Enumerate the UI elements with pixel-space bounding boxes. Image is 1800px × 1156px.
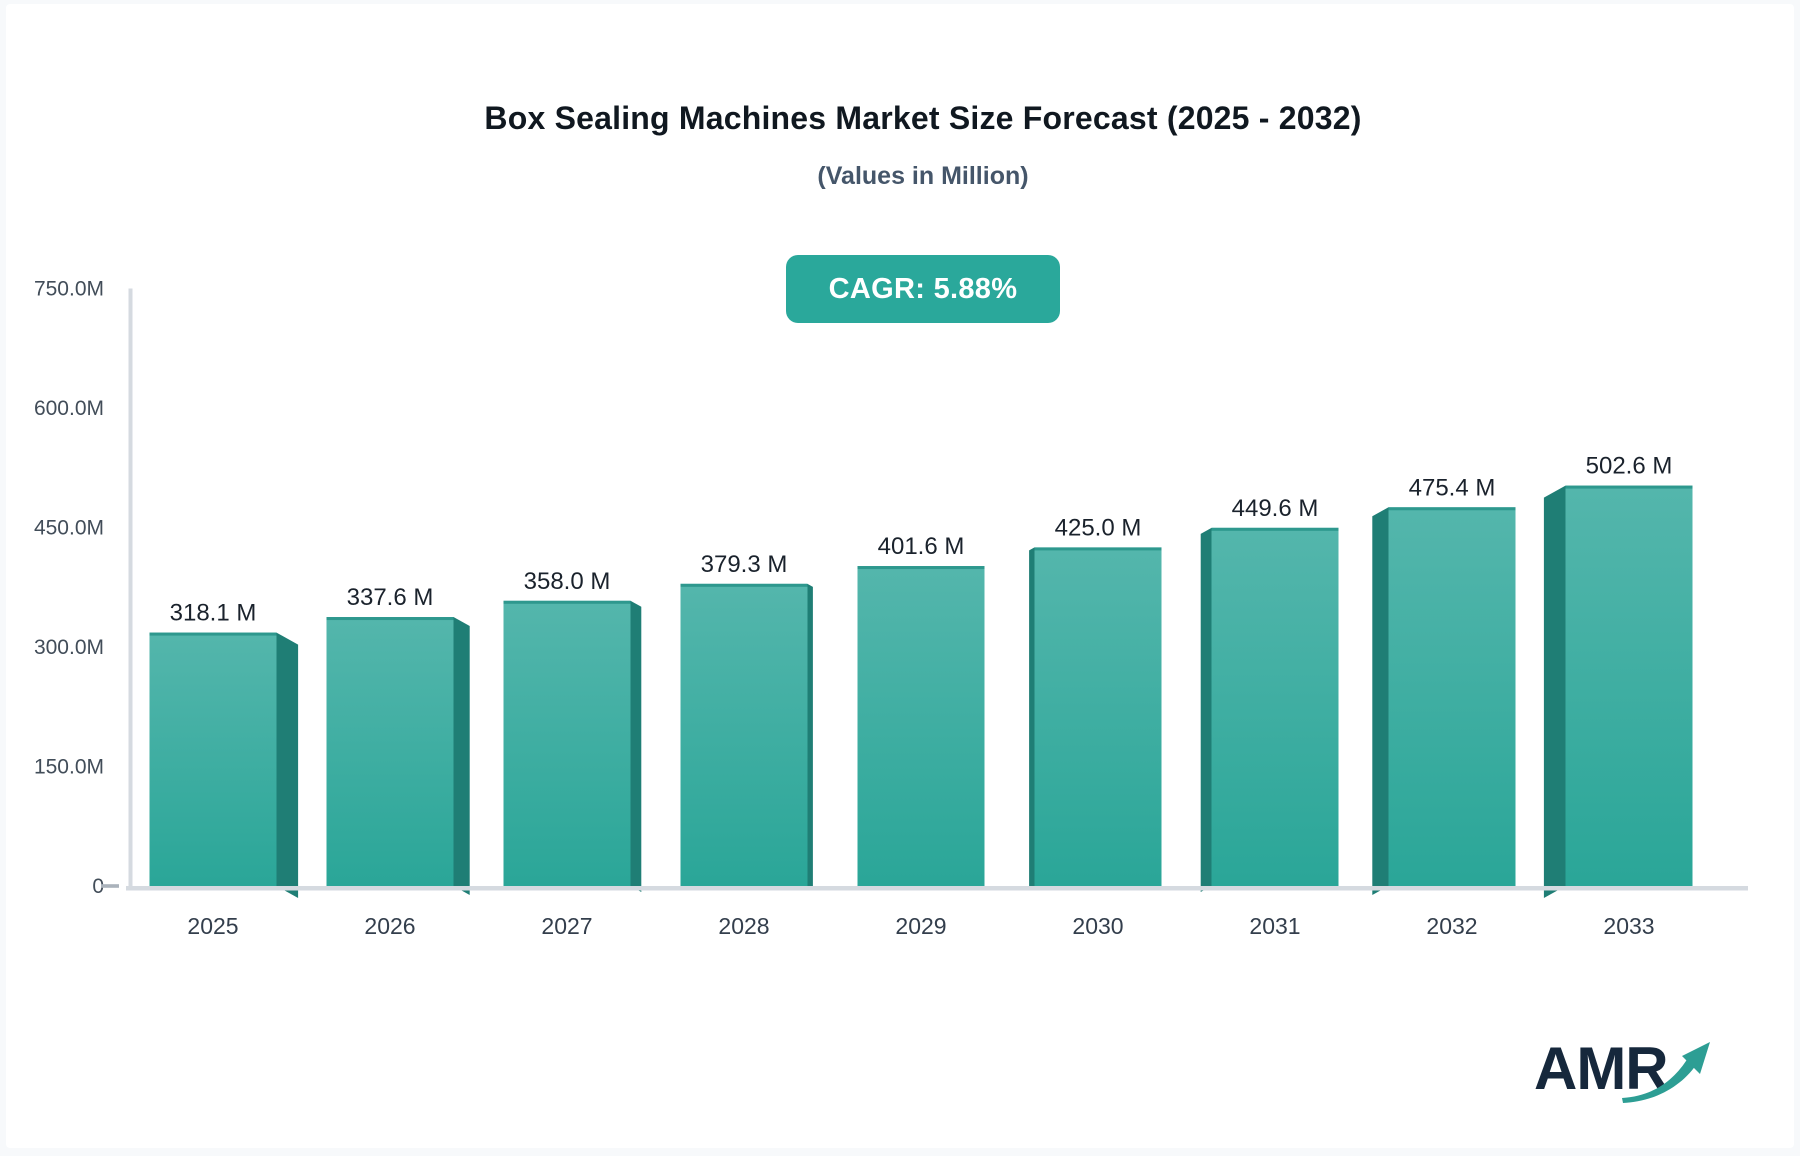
- chart-subtitle: (Values in Million): [817, 162, 1029, 190]
- x-axis-label: 2031: [1249, 913, 1300, 939]
- bar-front-face: [680, 583, 808, 886]
- amr-logo: AMR: [1534, 1034, 1714, 1114]
- bar-front-face: [149, 632, 277, 886]
- y-axis-line: [128, 288, 133, 889]
- bar-top-edge: [503, 600, 631, 604]
- bar-side-face: [1029, 547, 1035, 889]
- bar-side-face: [807, 583, 813, 889]
- y-axis-tick-label: 750.0M: [34, 278, 104, 301]
- bar-value-label: 425.0 M: [1055, 514, 1142, 541]
- x-axis-line: [126, 886, 1748, 891]
- bar-2029[interactable]: 401.6 M: [857, 533, 985, 886]
- bar-front-face: [1388, 507, 1516, 886]
- bar-front-face: [503, 600, 631, 886]
- x-axis-label: 2033: [1603, 913, 1654, 939]
- bar-side-face: [630, 600, 642, 892]
- bar-top-edge: [326, 617, 454, 621]
- bar-value-label: 337.6 M: [347, 584, 434, 611]
- bar-side-face: [1372, 507, 1389, 895]
- bar-value-label: 449.6 M: [1232, 495, 1319, 522]
- zero-tick-dash: [101, 884, 119, 888]
- y-axis-tick-label: 450.0M: [34, 517, 104, 540]
- bar-side-face: [1543, 485, 1566, 898]
- cagr-badge: CAGR: 5.88%: [786, 255, 1060, 323]
- bar-top-edge: [680, 583, 808, 587]
- x-axis-label: 2030: [1072, 913, 1123, 939]
- bar-front-face: [1565, 485, 1693, 886]
- bar-2033[interactable]: 502.6 M: [1543, 453, 1693, 898]
- x-axis-label: 2026: [364, 913, 415, 939]
- bar-top-edge: [149, 632, 277, 636]
- bar-2026[interactable]: 337.6 M: [326, 584, 470, 895]
- bar-value-label: 379.3 M: [701, 551, 788, 578]
- bar-top-edge: [1565, 485, 1693, 489]
- growth-arrow-icon: [1622, 1042, 1710, 1103]
- bar-side-face: [1200, 527, 1212, 892]
- bar-value-label: 358.0 M: [524, 568, 611, 595]
- bar-top-edge: [1211, 527, 1339, 531]
- bar-2027[interactable]: 358.0 M: [503, 568, 642, 892]
- bar-front-face: [326, 617, 454, 886]
- bar-front-face: [1211, 527, 1339, 886]
- bar-top-edge: [857, 566, 985, 570]
- bar-front-face: [857, 566, 985, 886]
- bar-value-label: 502.6 M: [1586, 453, 1673, 480]
- amr-logo-text: AMR: [1534, 1035, 1669, 1102]
- chart-title: Box Sealing Machines Market Size Forecas…: [484, 100, 1362, 136]
- y-axis-tick-label: 0: [92, 875, 104, 898]
- bar-2025[interactable]: 318.1 M: [149, 600, 299, 898]
- bar-side-face: [276, 632, 299, 898]
- x-axis-label: 2028: [718, 913, 769, 939]
- x-axis-label: 2025: [187, 913, 238, 939]
- y-axis-tick-label: 600.0M: [34, 397, 104, 420]
- bar-2030[interactable]: 425.0 M: [1029, 514, 1162, 889]
- x-axis-label: 2032: [1426, 913, 1477, 939]
- bar-top-edge: [1034, 547, 1162, 551]
- bar-front-face: [1034, 547, 1162, 886]
- bar-top-edge: [1388, 507, 1516, 511]
- bar-value-label: 401.6 M: [878, 533, 965, 560]
- bar-side-face: [453, 617, 470, 895]
- bar-value-label: 475.4 M: [1409, 474, 1496, 501]
- x-axis-label: 2029: [895, 913, 946, 939]
- y-axis-tick-label: 300.0M: [34, 636, 104, 659]
- bar-value-label: 318.1 M: [170, 600, 257, 627]
- bar-2032[interactable]: 475.4 M: [1372, 474, 1516, 895]
- bar-2031[interactable]: 449.6 M: [1200, 495, 1339, 892]
- x-axis-label: 2027: [541, 913, 592, 939]
- bar-2028[interactable]: 379.3 M: [680, 551, 813, 889]
- y-axis-tick-label: 150.0M: [34, 756, 104, 779]
